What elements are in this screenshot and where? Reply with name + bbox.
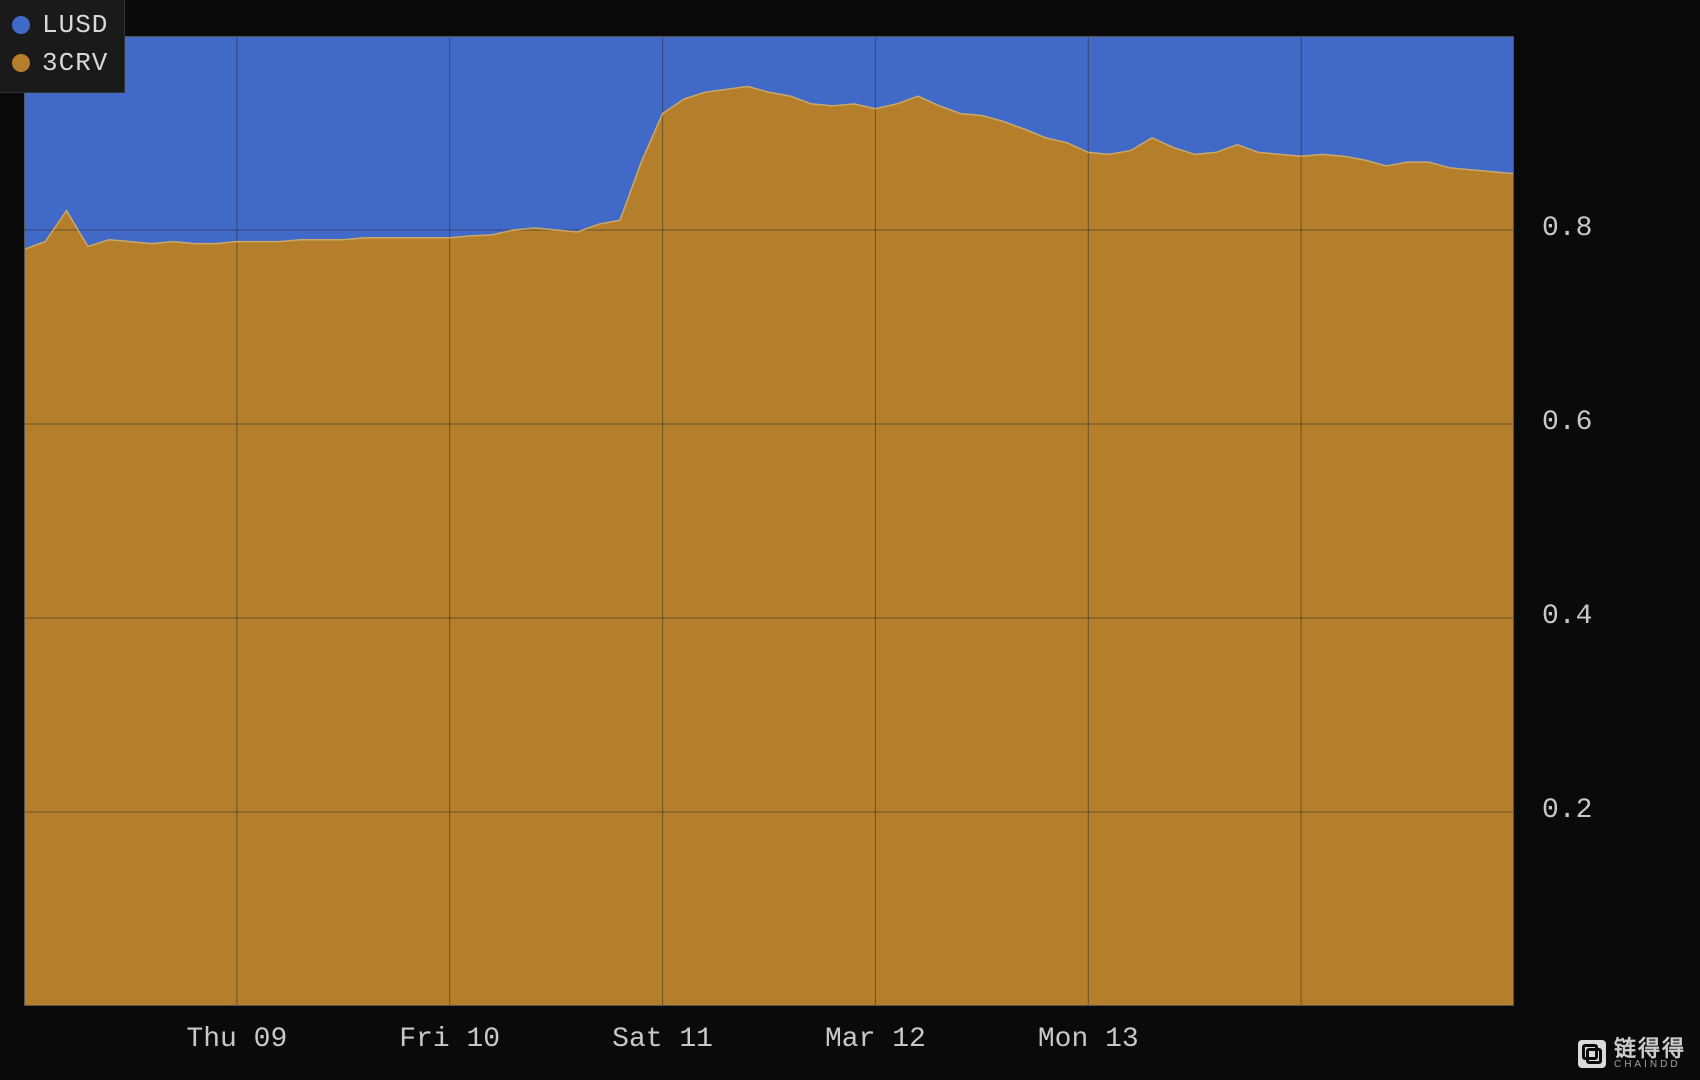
x-tick-label: Thu 09: [186, 1024, 287, 1055]
watermark-icon: [1578, 1040, 1606, 1068]
watermark: 链得得 CHAINDD: [1578, 1038, 1686, 1070]
watermark-sub: CHAINDD: [1614, 1060, 1686, 1070]
watermark-main: 链得得: [1614, 1038, 1686, 1060]
legend-item[interactable]: 3CRV: [12, 44, 108, 82]
x-tick-label: Fri 10: [399, 1024, 500, 1055]
x-tick-label: Sat 11: [612, 1024, 713, 1055]
chart-svg: [24, 36, 1514, 1006]
legend-item[interactable]: LUSD: [12, 6, 108, 44]
legend-swatch: [12, 54, 30, 72]
y-tick-label: 0.8: [1542, 213, 1592, 244]
y-tick-label: 0.4: [1542, 601, 1592, 632]
watermark-text: 链得得 CHAINDD: [1614, 1038, 1686, 1070]
legend-label: 3CRV: [42, 48, 108, 78]
y-tick-label: 0.2: [1542, 795, 1592, 826]
y-tick-label: 0.6: [1542, 407, 1592, 438]
chart-legend: LUSD 3CRV: [0, 0, 125, 93]
chart-stage: 0.2 0.4 0.6 0.8 Thu 09 Fri 10 Sat 11 Mar 12 Mon…: [0, 0, 1700, 1080]
x-tick-label: Mon 13: [1038, 1024, 1139, 1055]
legend-label: LUSD: [42, 10, 108, 40]
x-tick-label: Mar 12: [825, 1024, 926, 1055]
plot-area: [24, 36, 1514, 1006]
legend-swatch: [12, 16, 30, 34]
